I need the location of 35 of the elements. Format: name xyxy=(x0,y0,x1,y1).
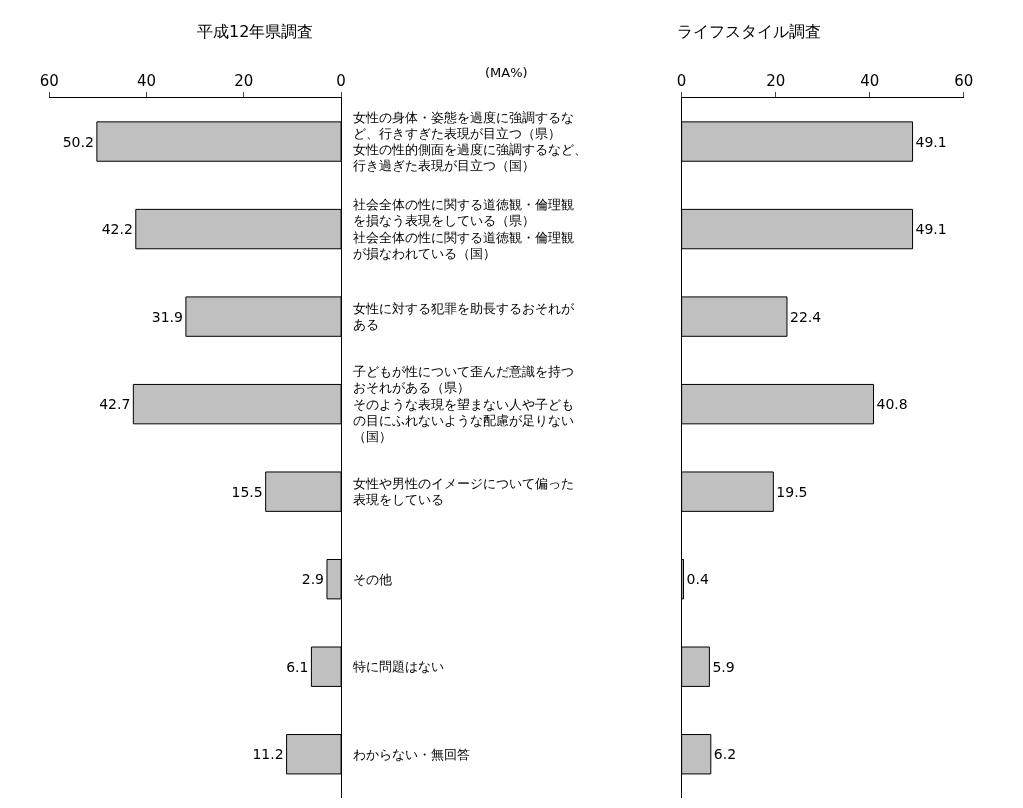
x-tick-label: 0 xyxy=(676,71,687,90)
data-label: 15.5 xyxy=(231,483,263,500)
y-tick-label: その他 xyxy=(352,571,392,587)
y-tick-label: 子どもが性について歪んだ意識を持つおそれがある（県）そのような表現を望まない人や子どもの目にふれないような配慮が足りない（国） xyxy=(352,364,574,445)
data-label: 2.9 xyxy=(301,571,324,588)
chart-title: ライフスタイル調査 xyxy=(677,22,821,41)
x-tick-label: 20 xyxy=(766,71,786,90)
x-tick-label: 40 xyxy=(860,71,880,90)
x-tick-label: 60 xyxy=(39,71,59,90)
y-tick-label: 特に問題はない xyxy=(352,659,444,675)
data-label: 49.1 xyxy=(915,221,947,238)
data-label: 19.5 xyxy=(776,483,808,500)
y-tick-label: 女性に対する犯罪を助長するおそれがある xyxy=(352,300,575,333)
data-label: 49.1 xyxy=(915,133,947,150)
data-label: 11.2 xyxy=(252,746,284,763)
data-label: 40.8 xyxy=(876,396,908,413)
y-tick-label: わからない・無回答 xyxy=(352,746,470,762)
y-tick-label: 社会全体の性に関する道徳観・倫理観を損なう表現をしている（県）社会全体の性に関する道徳観・倫理観が損なわれている（国） xyxy=(352,197,574,261)
x-tick-label: 40 xyxy=(136,71,157,90)
data-label: 6.2 xyxy=(713,746,737,763)
x-tick-label: 0 xyxy=(336,71,346,90)
x-tick-label: 20 xyxy=(234,71,254,90)
data-label: 42.7 xyxy=(99,396,131,413)
text: (MA%) xyxy=(485,65,528,80)
data-label: 50.2 xyxy=(62,133,94,150)
data-label: 0.4 xyxy=(686,571,709,588)
data-label: 22.4 xyxy=(789,308,822,325)
data-label: 5.9 xyxy=(712,658,735,675)
data-label: 31.9 xyxy=(151,308,183,325)
x-tick-label: 60 xyxy=(954,71,974,90)
chart-title: 平成12年県調査 xyxy=(197,22,314,41)
data-label: 42.2 xyxy=(101,221,133,238)
data-label: 6.1 xyxy=(286,658,309,675)
y-tick-label: 女性や男性のイメージについて偏った表現をしている xyxy=(352,475,574,508)
y-tick-label: 女性の身体・姿態を過度に強調するなど、行きすぎた表現が目立つ（県）女性の性的側面を過度に強調するなど、行き過ぎた表現が目立つ（国） xyxy=(352,109,587,174)
